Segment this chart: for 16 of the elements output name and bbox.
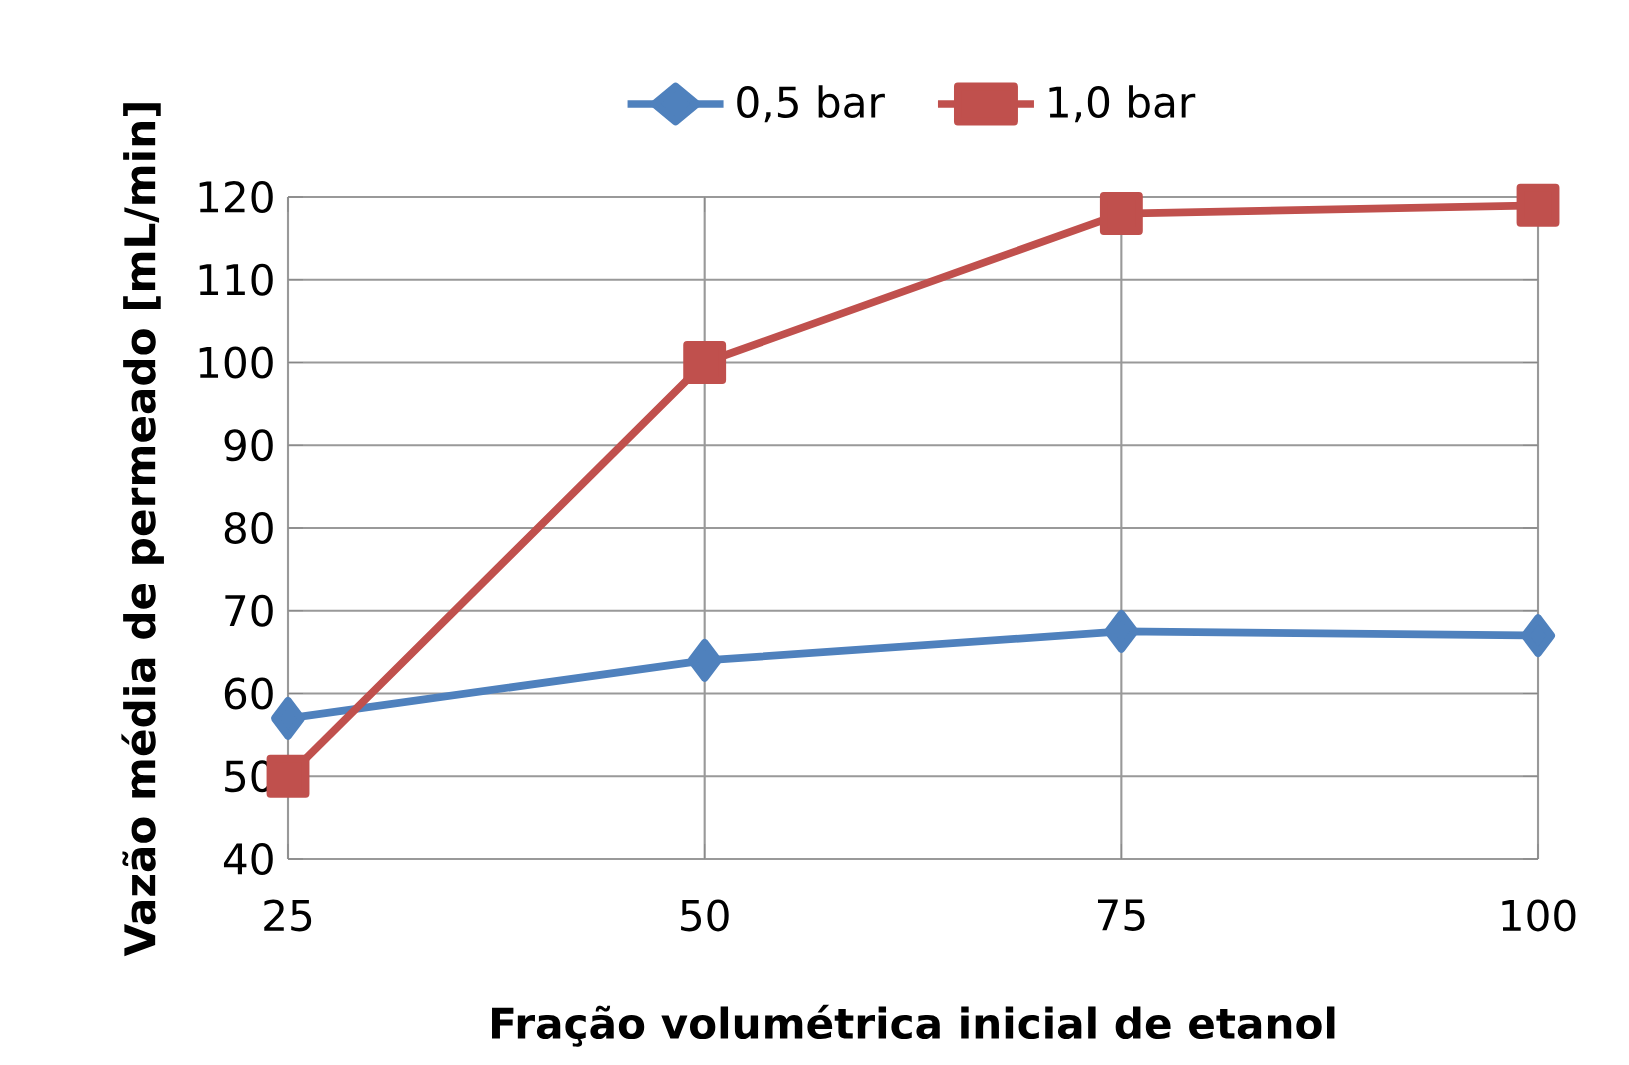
y-tick-label: 110 xyxy=(199,263,273,296)
y-tick-label: 60 xyxy=(224,677,273,710)
x-tick-label: 100 xyxy=(1502,899,1576,932)
y-tick-label: 120 xyxy=(199,181,273,213)
y-tick-label: 80 xyxy=(224,512,273,544)
x-axis-title: Fração volumétrica inicial de etanol xyxy=(492,1004,1335,1047)
y-tick-label: 70 xyxy=(225,594,273,627)
y-tick-label: 100 xyxy=(199,346,273,379)
y-tick-label: 90 xyxy=(224,429,273,462)
y-tick-label: 40 xyxy=(223,843,273,875)
x-tick-label: 75 xyxy=(1097,899,1145,931)
y-axis-title: Vazão média de permeado [mL/min] xyxy=(121,103,164,957)
x-tick-label: 50 xyxy=(681,899,729,932)
legend-label: 1,0 bar xyxy=(1049,85,1196,123)
legend-label: 0,5 bar xyxy=(737,85,885,123)
x-tick-label: 25 xyxy=(264,899,312,932)
